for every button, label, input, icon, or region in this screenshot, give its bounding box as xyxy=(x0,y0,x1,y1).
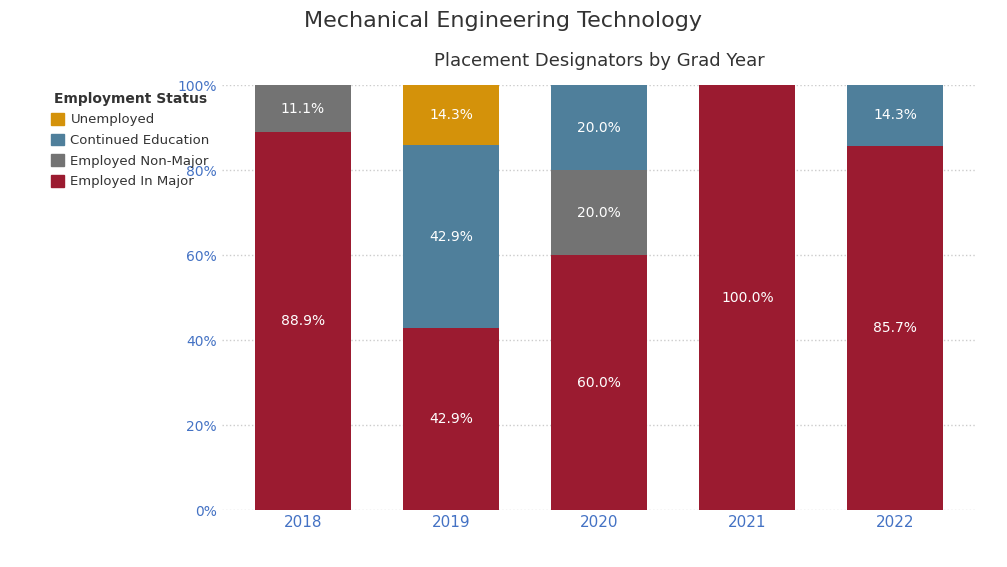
Text: 14.3%: 14.3% xyxy=(873,108,917,122)
Bar xyxy=(403,145,499,328)
Bar xyxy=(403,328,499,510)
Bar xyxy=(847,85,944,146)
Text: 20.0%: 20.0% xyxy=(577,121,621,134)
Text: 11.1%: 11.1% xyxy=(281,101,325,116)
Text: 20.0%: 20.0% xyxy=(577,206,621,219)
Text: 60.0%: 60.0% xyxy=(577,376,621,390)
Text: 42.9%: 42.9% xyxy=(429,412,473,426)
Text: 14.3%: 14.3% xyxy=(429,108,473,122)
Bar xyxy=(699,85,796,510)
Bar xyxy=(403,84,499,146)
Bar xyxy=(551,170,648,255)
Bar xyxy=(551,85,648,170)
Bar xyxy=(551,255,648,510)
Legend: Unemployed, Continued Education, Employed Non-Major, Employed In Major: Unemployed, Continued Education, Employe… xyxy=(50,92,209,188)
Text: 85.7%: 85.7% xyxy=(873,321,917,335)
Title: Placement Designators by Grad Year: Placement Designators by Grad Year xyxy=(434,52,764,70)
Text: 42.9%: 42.9% xyxy=(429,230,473,244)
Text: Mechanical Engineering Technology: Mechanical Engineering Technology xyxy=(304,11,703,31)
Text: 88.9%: 88.9% xyxy=(281,314,325,328)
Bar xyxy=(255,85,351,132)
Bar xyxy=(847,146,944,510)
Text: 100.0%: 100.0% xyxy=(721,291,773,304)
Bar xyxy=(255,132,351,510)
